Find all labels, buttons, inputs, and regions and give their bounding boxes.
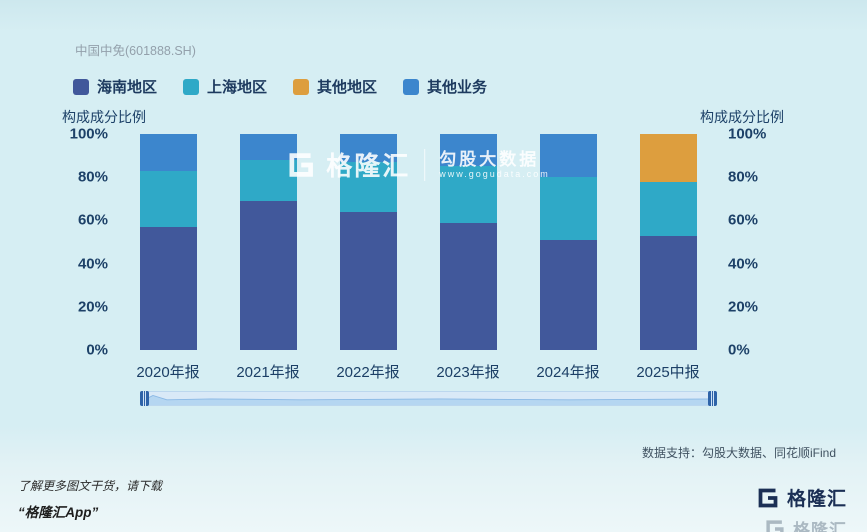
scrollbar-right-handle[interactable] bbox=[708, 391, 717, 406]
bar-segment-其他地区[interactable] bbox=[639, 134, 697, 182]
stacked-bar-chart: 100% 80% 60% 40% 20% 0% 格隆汇 勾股大数据 www.gogudat… bbox=[58, 126, 782, 382]
x-axis-label: 2025中报 bbox=[636, 364, 700, 381]
x-axis-label: 2023年报 bbox=[436, 364, 500, 381]
bar-segment-海南地区[interactable] bbox=[639, 235, 697, 350]
bar-segment-海南地区[interactable] bbox=[539, 239, 597, 350]
legend-item-1[interactable]: 上海地区 bbox=[183, 76, 267, 97]
scrollbar-left-handle[interactable] bbox=[140, 391, 149, 406]
y-tick-label: 20% bbox=[728, 298, 759, 316]
bar-2023年报[interactable] bbox=[439, 134, 497, 350]
y-axis-ticks-left: 100% 80% 60% 40% 20% 0% bbox=[58, 126, 108, 359]
bar-segment-上海地区[interactable] bbox=[639, 181, 697, 236]
bar-segment-上海地区[interactable] bbox=[439, 166, 497, 223]
y-tick-label: 20% bbox=[77, 298, 108, 316]
bar-segment-上海地区[interactable] bbox=[239, 159, 297, 201]
bar-segment-海南地区[interactable] bbox=[439, 222, 497, 350]
gelonghui-g-icon bbox=[766, 519, 784, 532]
bar-2022年报[interactable] bbox=[339, 134, 397, 350]
y-tick-label: 40% bbox=[728, 255, 759, 273]
bar-segment-其他业务[interactable] bbox=[539, 134, 597, 178]
y-tick-label: 40% bbox=[77, 255, 108, 273]
bar-segment-其他业务[interactable] bbox=[139, 134, 197, 171]
bar-2024年报[interactable] bbox=[539, 134, 597, 350]
y-tick-label: 80% bbox=[77, 168, 108, 186]
legend-swatch bbox=[183, 78, 200, 95]
gelonghui-g-icon bbox=[758, 488, 778, 507]
x-axis-label: 2021年报 bbox=[236, 364, 300, 381]
legend: 海南地区 上海地区 其他地区 其他业务 bbox=[73, 76, 487, 97]
legend-label: 上海地区 bbox=[207, 79, 268, 96]
bar-segment-海南地区[interactable] bbox=[339, 211, 397, 350]
promo-line1: 了解更多图文干货，请下载 bbox=[18, 479, 163, 493]
bar-segment-其他业务[interactable] bbox=[439, 134, 497, 167]
gelonghui-logo: 格隆汇 bbox=[756, 484, 847, 511]
bar-segment-其他业务[interactable] bbox=[339, 134, 397, 163]
bar-segment-上海地区[interactable] bbox=[539, 177, 597, 240]
chart-range-scrollbar[interactable] bbox=[140, 391, 717, 406]
promo-text: 了解更多图文干货，请下载 “格隆汇App” bbox=[18, 477, 162, 521]
y-tick-label: 0% bbox=[728, 341, 750, 359]
bar-segment-其他业务[interactable] bbox=[239, 134, 297, 160]
bar-segment-上海地区[interactable] bbox=[339, 162, 397, 212]
bar-segment-海南地区[interactable] bbox=[239, 200, 297, 350]
x-axis-label: 2022年报 bbox=[336, 364, 400, 381]
legend-label: 海南地区 bbox=[97, 79, 158, 96]
promo-line2: “格隆汇App” bbox=[18, 505, 99, 520]
stock-title: 中国中免(601888.SH) bbox=[75, 44, 196, 58]
plot-area: 格隆汇 勾股大数据 www.gogudata.com bbox=[118, 134, 718, 350]
y-axis-title-left: 构成成分比例 bbox=[62, 109, 146, 125]
legend-item-3[interactable]: 其他业务 bbox=[403, 76, 487, 97]
legend-label: 其他业务 bbox=[427, 79, 488, 96]
y-axis-ticks-right: 100% 80% 60% 40% 20% 0% bbox=[728, 126, 782, 359]
y-tick-label: 60% bbox=[77, 211, 108, 229]
y-axis-title-right: 构成成分比例 bbox=[700, 109, 784, 125]
bar-segment-海南地区[interactable] bbox=[139, 226, 197, 350]
watermark-divider bbox=[424, 148, 426, 181]
bar-2020年报[interactable] bbox=[139, 134, 197, 350]
legend-item-0[interactable]: 海南地区 bbox=[73, 76, 157, 97]
scrollbar-minimap bbox=[141, 394, 716, 405]
legend-swatch bbox=[73, 78, 89, 95]
bar-2025中报[interactable] bbox=[639, 134, 697, 350]
gelonghui-logo-faded: 格隆汇 bbox=[764, 516, 847, 532]
y-tick-label: 80% bbox=[728, 168, 759, 186]
watermark: 格隆汇 勾股大数据 www.gogudata.com bbox=[286, 146, 550, 183]
y-tick-label: 60% bbox=[728, 211, 759, 229]
brand-name: 格隆汇 bbox=[786, 489, 847, 510]
y-tick-label: 100% bbox=[728, 125, 767, 143]
bar-segment-上海地区[interactable] bbox=[139, 170, 197, 227]
x-axis-label: 2024年报 bbox=[536, 364, 600, 381]
bar-2021年报[interactable] bbox=[239, 134, 297, 350]
legend-item-2[interactable]: 其他地区 bbox=[293, 76, 377, 97]
legend-swatch bbox=[293, 78, 310, 95]
x-axis-label: 2020年报 bbox=[136, 364, 200, 381]
x-axis-labels: 2020年报 2021年报 2022年报 2023年报 2024年报 2025中报 bbox=[118, 361, 718, 382]
legend-label: 其他地区 bbox=[317, 79, 378, 96]
legend-swatch bbox=[403, 78, 420, 95]
y-tick-label: 100% bbox=[69, 125, 108, 143]
y-tick-label: 0% bbox=[86, 341, 108, 359]
data-support-note: 数据支持：勾股大数据、同花顺iFind bbox=[641, 446, 836, 460]
brand-name-faded: 格隆汇 bbox=[793, 521, 847, 532]
